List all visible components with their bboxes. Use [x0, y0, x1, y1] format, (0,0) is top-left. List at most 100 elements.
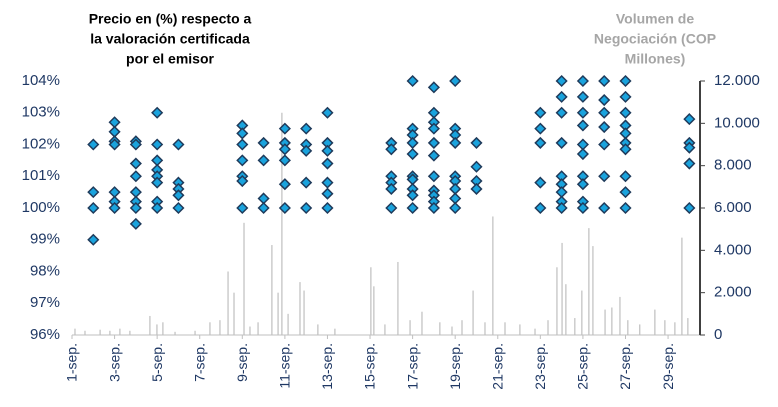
- price-point: [576, 119, 589, 132]
- y2-tick-label: 8.000: [714, 157, 752, 174]
- x-tick-label: 21-sep.: [489, 343, 505, 390]
- price-point: [427, 170, 440, 183]
- volume-bar: [281, 112, 283, 335]
- volume-bar: [611, 307, 613, 335]
- price-point: [300, 144, 313, 157]
- price-point: [683, 201, 696, 215]
- price-point: [576, 147, 589, 161]
- volume-bar: [619, 296, 621, 335]
- price-point: [278, 178, 291, 191]
- price-point: [406, 74, 419, 88]
- volume-bar: [317, 324, 319, 335]
- volume-bar: [257, 322, 259, 335]
- price-point: [555, 106, 568, 119]
- volume-bar: [534, 328, 536, 335]
- price-point: [534, 176, 547, 189]
- price-point: [108, 201, 121, 215]
- price-point: [172, 189, 185, 202]
- price-point: [406, 147, 419, 161]
- price-point: [278, 201, 291, 215]
- y-tick-label: 102%: [22, 135, 60, 152]
- price-point: [555, 201, 568, 215]
- price-point: [257, 154, 270, 167]
- price-point: [619, 186, 632, 199]
- price-point: [576, 74, 589, 88]
- volume-bar: [409, 320, 411, 335]
- price-point: [236, 201, 249, 215]
- x-tick-label: 7-sep.: [191, 343, 207, 382]
- price-point: [236, 154, 249, 167]
- price-point: [406, 189, 419, 202]
- x-tick-label: 9-sep.: [234, 343, 250, 382]
- price-point: [129, 201, 142, 215]
- price-point: [321, 157, 334, 170]
- volume-bar: [384, 324, 386, 335]
- price-point: [278, 122, 291, 135]
- volume-bar: [303, 290, 305, 335]
- y-tick-label: 97%: [30, 294, 60, 311]
- chart-title: por el emisor: [126, 51, 214, 67]
- y2-tick-label: 0: [714, 326, 722, 343]
- volume-bar: [627, 320, 629, 335]
- price-point: [300, 201, 313, 215]
- volume-bar: [277, 292, 279, 335]
- price-point: [449, 74, 462, 88]
- y-tick-label: 103%: [22, 104, 60, 121]
- price-point: [619, 201, 632, 215]
- volume-bar: [174, 331, 176, 335]
- price-point: [129, 138, 142, 151]
- x-tick-label: 19-sep.: [447, 343, 463, 390]
- volume-bar: [119, 328, 121, 335]
- price-point: [300, 122, 313, 135]
- price-point: [598, 120, 611, 134]
- price-point: [576, 201, 589, 215]
- price-point: [129, 157, 142, 170]
- volume-bar: [687, 318, 689, 335]
- price-point: [108, 138, 121, 151]
- y-tick-label: 100%: [22, 199, 60, 216]
- price-point: [683, 141, 696, 154]
- price-point: [598, 93, 611, 107]
- y2-tick-label: 6.000: [714, 199, 752, 216]
- price-point: [257, 201, 270, 215]
- volume-bar: [233, 292, 235, 335]
- price-point: [300, 176, 313, 189]
- price-point: [87, 201, 100, 215]
- y-tick-label: 99%: [30, 231, 60, 248]
- price-point: [321, 176, 334, 189]
- price-point: [449, 136, 462, 149]
- price-point: [151, 176, 164, 189]
- price-point: [321, 144, 334, 157]
- price-point: [683, 157, 696, 170]
- price-point: [449, 201, 462, 215]
- volume-bar: [451, 326, 453, 335]
- volume-bar: [84, 330, 86, 335]
- volume-bar: [421, 311, 423, 335]
- price-point: [576, 178, 589, 191]
- price-point: [534, 136, 547, 149]
- x-tick-label: 27-sep.: [617, 343, 633, 390]
- price-point: [470, 136, 483, 149]
- volume-bar: [504, 322, 506, 335]
- y-tick-label: 98%: [30, 262, 60, 279]
- volume-bar: [561, 242, 563, 335]
- y2-axis-title: Negociación (COP: [594, 31, 716, 47]
- price-point: [321, 187, 334, 200]
- x-tick-label: 29-sep.: [660, 343, 676, 390]
- price-point: [598, 201, 611, 215]
- y-tick-label: 101%: [22, 167, 60, 184]
- volume-bar: [156, 324, 158, 335]
- price-point: [385, 201, 398, 215]
- y2-tick-label: 10.000: [714, 114, 760, 131]
- volume-bar: [243, 222, 245, 335]
- y-tick-label: 96%: [30, 326, 60, 343]
- price-point: [427, 136, 440, 149]
- price-point: [598, 106, 611, 119]
- x-tick-label: 5-sep.: [149, 343, 165, 382]
- volume-bar: [287, 313, 289, 335]
- volume-bar: [519, 324, 521, 335]
- price-point: [236, 174, 249, 188]
- price-point: [683, 113, 696, 126]
- price-point: [172, 138, 185, 151]
- volume-bar: [674, 322, 676, 335]
